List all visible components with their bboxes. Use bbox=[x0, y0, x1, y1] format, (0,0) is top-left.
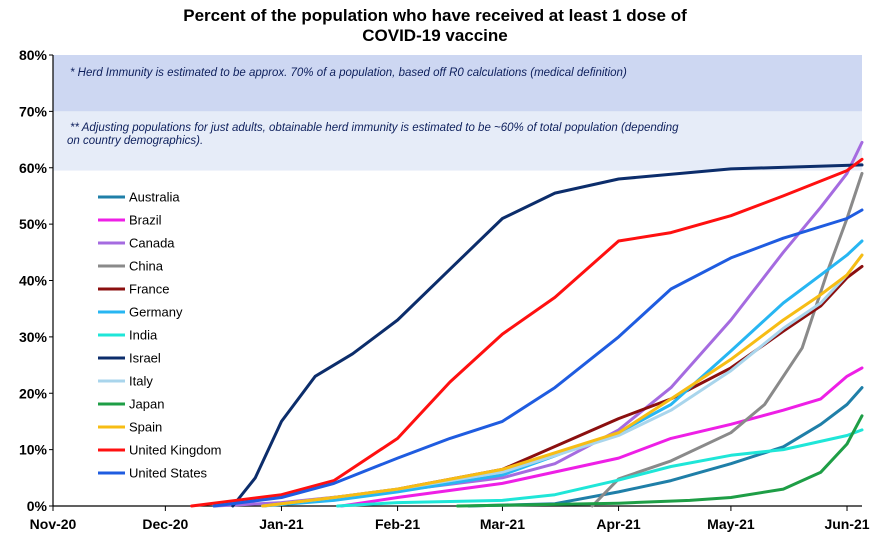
legend-label-canada: Canada bbox=[129, 236, 175, 251]
legend-label-germany: Germany bbox=[129, 305, 183, 320]
legend-label-australia: Australia bbox=[129, 190, 180, 205]
x-tick-label: May-21 bbox=[707, 516, 755, 532]
y-tick-label: 80% bbox=[19, 47, 48, 63]
y-tick-label: 50% bbox=[19, 216, 48, 232]
series-line-united-kingdom bbox=[190, 157, 864, 508]
x-tick-label: Nov-20 bbox=[30, 516, 77, 532]
x-tick-label: Jan-21 bbox=[259, 516, 304, 532]
series-lines bbox=[190, 140, 864, 508]
legend-label-india: India bbox=[129, 328, 158, 343]
y-tick-label: 60% bbox=[19, 160, 48, 176]
series-line-japan bbox=[456, 414, 864, 508]
legend-label-spain: Spain bbox=[129, 420, 162, 435]
series-line-spain bbox=[261, 253, 864, 508]
legend-label-japan: Japan bbox=[129, 397, 164, 412]
chart-title-line-1: Percent of the population who have recei… bbox=[183, 6, 687, 25]
legend-label-china: China bbox=[129, 259, 164, 274]
reference-bands: * Herd Immunity is estimated to be appro… bbox=[53, 55, 862, 171]
x-tick-label: Apr-21 bbox=[596, 516, 641, 532]
legend-label-italy: Italy bbox=[129, 374, 153, 389]
series-line-india bbox=[336, 428, 864, 508]
band-note-2: ** Adjusting populations for just adults… bbox=[67, 122, 679, 147]
legend: Australia Brazil Canada China France Germany I… bbox=[98, 190, 222, 481]
x-tick-label: Feb-21 bbox=[375, 516, 420, 532]
herd-immunity-band-2 bbox=[53, 111, 862, 171]
legend-label-brazil: Brazil bbox=[129, 213, 162, 228]
y-tick-label: 10% bbox=[19, 442, 48, 458]
series-line-germany bbox=[261, 239, 864, 508]
y-tick-label: 30% bbox=[19, 329, 48, 345]
chart-title: Percent of the population who have recei… bbox=[0, 6, 870, 46]
legend-label-united-kingdom: United Kingdom bbox=[129, 443, 222, 458]
series-line-china bbox=[590, 171, 864, 508]
x-tick-label: Jun-21 bbox=[824, 516, 869, 532]
series-line-israel bbox=[231, 163, 864, 508]
band-note-1: * Herd Immunity is estimated to be appro… bbox=[70, 67, 627, 79]
x-tick-label: Mar-21 bbox=[480, 516, 525, 532]
x-tick-label: Dec-20 bbox=[142, 516, 188, 532]
chart-title-line-2: COVID-19 vaccine bbox=[362, 26, 508, 45]
y-tick-label: 70% bbox=[19, 103, 48, 119]
y-tick-label: 20% bbox=[19, 385, 48, 401]
series-line-australia bbox=[467, 386, 864, 508]
legend-label-france: France bbox=[129, 282, 169, 297]
herd-immunity-band-1 bbox=[53, 55, 862, 112]
legend-label-israel: Israel bbox=[129, 351, 161, 366]
series-line-brazil bbox=[339, 366, 864, 508]
y-tick-label: 0% bbox=[27, 498, 48, 514]
y-tick-label: 40% bbox=[19, 273, 48, 289]
legend-label-united-states: United States bbox=[129, 466, 208, 481]
series-line-united-states bbox=[212, 208, 864, 508]
